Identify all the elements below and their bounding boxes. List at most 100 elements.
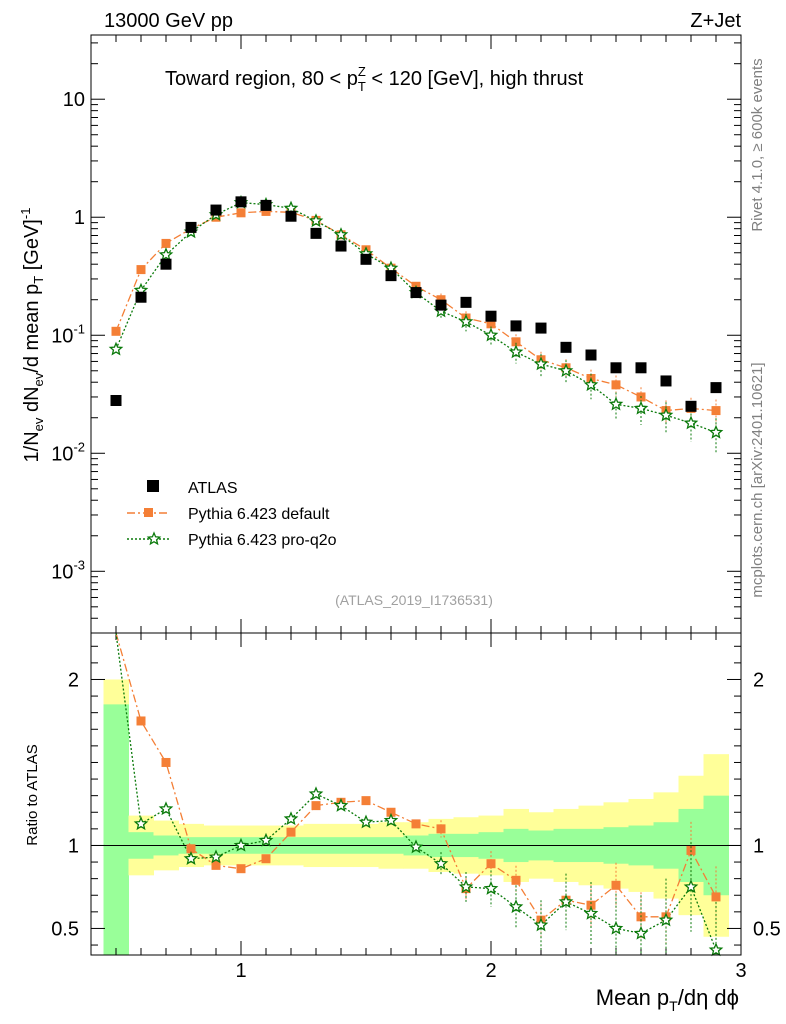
band-inner: [103, 704, 129, 955]
ratio-y-tick-label-right: 2: [753, 669, 764, 691]
ratio-proq2o-point: [358, 814, 374, 829]
atlas-point: [235, 196, 247, 208]
atlas-point: [660, 375, 672, 387]
ratio-y-tick-label: 2: [68, 669, 79, 691]
ratio-default-point: [286, 827, 296, 837]
atlas-point: [310, 227, 322, 239]
ratio-proq2o-point: [633, 925, 649, 940]
ratio-default-point: [386, 807, 396, 817]
atlas-point: [385, 270, 397, 282]
legend-atlas-marker: [147, 480, 159, 492]
proq2o-point: [308, 213, 324, 228]
ratio-proq2o-point: [458, 879, 474, 894]
ratio-proq2o-point: [558, 894, 574, 909]
default-point: [236, 208, 246, 218]
ratio-series: [115, 632, 724, 957]
ratio-proq2o-point: [658, 912, 674, 927]
ratio-proq2o-point: [308, 786, 324, 801]
ratio-default-point: [211, 860, 221, 870]
atlas-point: [260, 199, 272, 211]
header-left: 13000 GeV pp: [104, 10, 233, 32]
ratio-y-tick-label-right: 1: [753, 835, 764, 857]
y-tick-label: 1: [74, 207, 85, 229]
ratio-proq2o-point: [258, 832, 274, 847]
proq2o-point: [633, 400, 649, 415]
proq2o-point: [483, 327, 499, 342]
ratio-default-point: [136, 716, 146, 726]
y-tick-label: 10-1: [51, 321, 85, 347]
ratio-default-point: [161, 757, 171, 767]
ratio-y-tick-label: 1: [68, 835, 79, 857]
atlas-point: [585, 349, 597, 361]
ratio-proq2o-point: [283, 811, 299, 826]
atlas-point: [485, 310, 497, 322]
x-tick-label: 3: [735, 960, 746, 982]
proq2o-point: [608, 396, 624, 411]
ratio-proq2o-point: [608, 920, 624, 935]
ratio-proq2o-point: [383, 812, 399, 827]
default-point: [161, 238, 171, 248]
atlas-point: [410, 287, 422, 299]
legend: ATLAS Pythia 6.423 default Pythia 6.423 …: [127, 480, 337, 549]
ratio-proq2o-point: [158, 801, 174, 816]
default-point: [111, 326, 121, 336]
ratio-proq2o-point: [583, 905, 599, 920]
ratio-axis-ticks: 0.5 0.5 1 1 2 2: [51, 645, 781, 946]
legend-default-label: Pythia 6.423 default: [188, 506, 330, 523]
x-axis-label: Mean pT/dη dϕ: [596, 985, 739, 1014]
rivet-label: Rivet 4.1.0, ≥ 600k events: [749, 58, 766, 231]
ratio-proq2o-point: [708, 942, 724, 957]
ratio-default-point: [411, 819, 421, 829]
analysis-watermark: (ATLAS_2019_I1736531): [335, 592, 493, 608]
ratio-proq2o-point: [508, 899, 524, 914]
default-point: [136, 265, 146, 275]
atlas-point: [110, 394, 122, 406]
atlas-point: [685, 400, 697, 412]
ratio-proq2o-point: [233, 837, 249, 852]
y-tick-label: 10: [63, 89, 85, 111]
proq2o-point: [708, 424, 724, 439]
main-title: Toward region, 80 < pZ T < 120 [GeV], hig…: [165, 64, 584, 94]
ratio-proq2o-point: [483, 880, 499, 895]
ratio-default-point: [486, 859, 496, 869]
atlas-point: [610, 362, 622, 374]
atlas-point: [435, 299, 447, 311]
ratio-y-axis-label: Ratio to ATLAS: [24, 744, 41, 845]
ratio-y-tick-label-right: 0.5: [753, 918, 781, 940]
ratio-default-point: [711, 892, 721, 902]
default-point: [611, 380, 621, 390]
proq2o-point: [508, 344, 524, 359]
ratio-default-point: [236, 864, 246, 874]
proq2o-point: [333, 227, 349, 242]
ratio-default-point: [511, 875, 521, 885]
ratio-default-point: [361, 796, 371, 806]
atlas-point: [335, 240, 347, 252]
legend-atlas-label: ATLAS: [188, 480, 238, 497]
atlas-point: [185, 221, 197, 233]
default-point: [711, 406, 721, 416]
ratio-proq2o-point: [408, 839, 424, 854]
proq2o-point: [458, 314, 474, 329]
atlas-point: [210, 204, 222, 216]
atlas-point: [360, 253, 372, 265]
proq2o-point: [108, 341, 124, 356]
ratio-proq2o-point: [533, 917, 549, 932]
atlas-point: [460, 296, 472, 308]
proq2o-point: [658, 407, 674, 422]
main-y-axis-label: 1/Nev dNev/d mean pT [GeV]-1: [18, 208, 46, 463]
proq2o-point: [558, 363, 574, 377]
atlas-point: [560, 341, 572, 353]
atlas-point: [160, 258, 172, 270]
ratio-default-point: [186, 844, 196, 854]
ratio-proq2o-point: [133, 816, 149, 831]
atlas-point: [710, 382, 722, 394]
ratio-y-tick-label: 0.5: [51, 918, 79, 940]
atlas-point: [635, 362, 647, 374]
ratio-default-point: [261, 854, 271, 864]
header-right: Z+Jet: [690, 10, 741, 32]
main-series: [108, 194, 724, 453]
proq2o-point: [683, 415, 699, 430]
ratio-default-point: [586, 900, 596, 910]
atlas-point: [135, 291, 147, 303]
ratio-proq2o-point: [183, 851, 199, 865]
